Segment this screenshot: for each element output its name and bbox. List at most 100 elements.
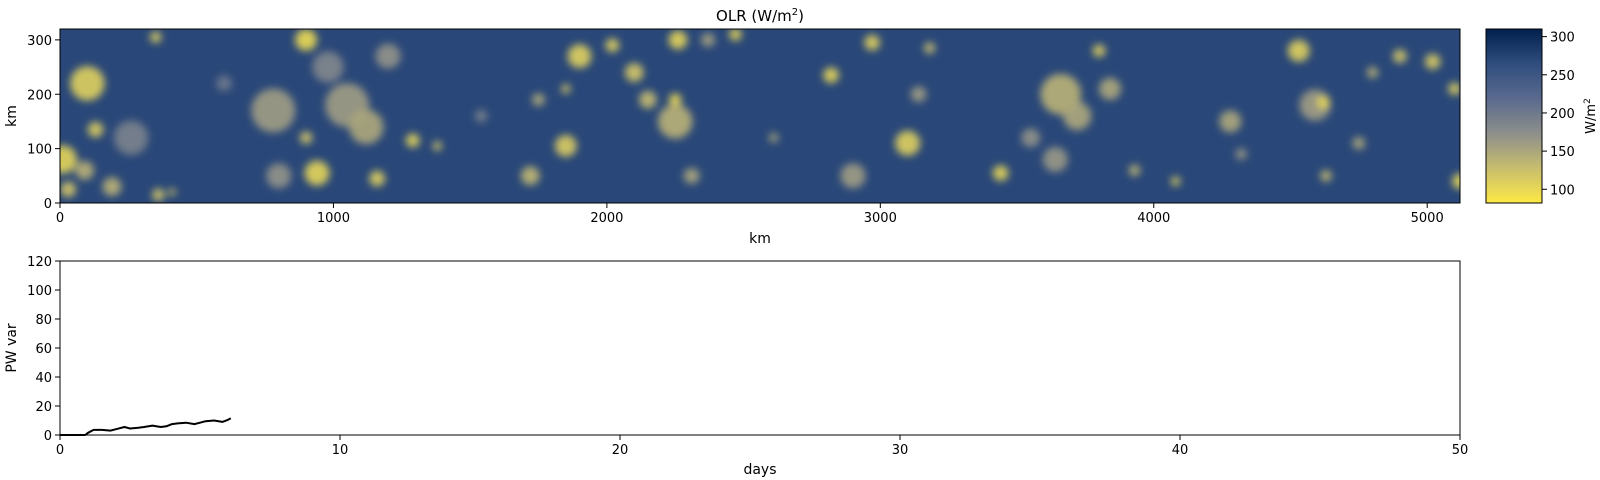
colorbar-ticks: 100 150 200 250 300 xyxy=(1542,31,1575,198)
olr-map-frame xyxy=(59,28,1461,204)
olr-feature xyxy=(624,63,644,82)
olr-feature xyxy=(668,93,682,106)
tick-label: 150 xyxy=(1550,145,1575,160)
olr-title-main: OLR (W/m xyxy=(716,7,792,25)
colorbar-label-sup: 2 xyxy=(1583,98,1593,104)
tick-label: 10 xyxy=(332,443,349,458)
olr-feature xyxy=(304,160,330,186)
olr-feature xyxy=(729,29,742,41)
olr-feature xyxy=(1392,49,1407,64)
olr-feature xyxy=(910,86,927,103)
olr-title-end: ) xyxy=(798,7,804,25)
olr-feature xyxy=(299,131,313,145)
pw-y-label: PW var xyxy=(4,323,20,373)
olr-feature xyxy=(1219,110,1242,133)
tick-label: 20 xyxy=(612,443,629,458)
olr-feature xyxy=(1352,136,1366,150)
olr-feature xyxy=(405,133,420,148)
tick-label: 40 xyxy=(1172,443,1189,458)
olr-map-features xyxy=(60,29,1460,202)
pw-series xyxy=(60,417,232,436)
tick-label: 100 xyxy=(1550,183,1575,198)
olr-feature xyxy=(295,29,318,51)
olr-feature xyxy=(75,160,95,180)
tick-label: 50 xyxy=(1452,443,1469,458)
olr-feature xyxy=(1021,128,1041,148)
olr-feature xyxy=(1063,101,1092,131)
pw-x-axis: 0 10 20 30 40 50 xyxy=(56,435,1468,458)
olr-feature xyxy=(840,163,866,189)
pw-y-axis: 0 20 40 60 80 100 120 xyxy=(27,255,60,444)
olr-x-label: km xyxy=(749,231,771,247)
olr-feature xyxy=(60,181,77,198)
olr-feature xyxy=(823,67,839,84)
tick-label: 2000 xyxy=(590,211,623,226)
tick-label: 3000 xyxy=(864,211,897,226)
olr-feature xyxy=(87,121,104,138)
tick-label: 60 xyxy=(35,342,52,357)
olr-feature xyxy=(1424,53,1441,70)
tick-label: 1000 xyxy=(317,211,350,226)
olr-feature xyxy=(864,34,880,51)
tick-label: 100 xyxy=(27,143,52,158)
olr-y-axis: 0 100 200 300 xyxy=(27,34,60,212)
olr-feature xyxy=(1452,173,1460,190)
tick-label: 4000 xyxy=(1137,211,1170,226)
tick-label: 0 xyxy=(56,211,64,226)
olr-feature xyxy=(60,145,77,174)
olr-feature xyxy=(312,51,344,83)
pw-plot-frame xyxy=(59,260,1461,436)
tick-label: 80 xyxy=(35,313,52,328)
olr-feature xyxy=(369,170,386,187)
tick-label: 250 xyxy=(1550,69,1575,84)
olr-feature xyxy=(375,43,401,69)
tick-label: 120 xyxy=(27,255,52,270)
olr-feature xyxy=(1170,176,1181,186)
tick-label: 30 xyxy=(892,443,909,458)
olr-feature xyxy=(1098,77,1122,100)
tick-label: 100 xyxy=(27,284,52,299)
pw-variance-line xyxy=(60,417,232,436)
tick-label: 20 xyxy=(35,400,52,415)
olr-feature xyxy=(657,104,693,139)
olr-feature xyxy=(1287,39,1310,62)
olr-feature xyxy=(1042,146,1068,173)
olr-feature xyxy=(532,93,545,106)
tick-label: 0 xyxy=(56,443,64,458)
colorbar-label: W/m2 xyxy=(1583,98,1599,134)
olr-y-label: km xyxy=(4,105,20,127)
olr-feature xyxy=(567,44,592,69)
olr-feature xyxy=(1092,44,1106,58)
olr-feature xyxy=(1235,148,1247,160)
olr-feature xyxy=(639,90,657,109)
olr-title: OLR (W/m2) xyxy=(716,7,804,25)
tick-label: 200 xyxy=(1550,107,1575,122)
olr-feature xyxy=(70,66,105,101)
tick-label: 300 xyxy=(1550,31,1575,46)
olr-feature xyxy=(266,163,292,189)
olr-feature xyxy=(520,166,540,186)
olr-feature xyxy=(683,167,700,184)
olr-feature xyxy=(768,133,779,143)
colorbar-label-main: W/m xyxy=(1584,104,1599,134)
olr-feature xyxy=(561,84,571,94)
olr-feature xyxy=(923,42,936,54)
olr-feature xyxy=(701,32,715,47)
olr-feature xyxy=(152,188,165,202)
olr-feature xyxy=(168,188,176,196)
tick-label: 300 xyxy=(27,34,52,49)
colorbar: 100 150 200 250 300 W/m2 xyxy=(1485,28,1599,204)
olr-feature xyxy=(432,141,443,151)
olr-x-axis: 0 1000 2000 3000 4000 5000 xyxy=(56,203,1444,226)
olr-feature xyxy=(668,30,688,50)
pw-x-label: days xyxy=(743,462,776,478)
tick-label: 0 xyxy=(44,429,52,444)
olr-feature xyxy=(474,109,488,123)
tick-label: 5000 xyxy=(1411,211,1444,226)
olr-feature xyxy=(150,31,162,43)
olr-feature xyxy=(1448,82,1460,96)
colorbar-gradient xyxy=(1485,28,1543,204)
olr-feature xyxy=(251,88,296,133)
olr-feature xyxy=(554,134,577,157)
olr-feature xyxy=(1320,170,1332,182)
